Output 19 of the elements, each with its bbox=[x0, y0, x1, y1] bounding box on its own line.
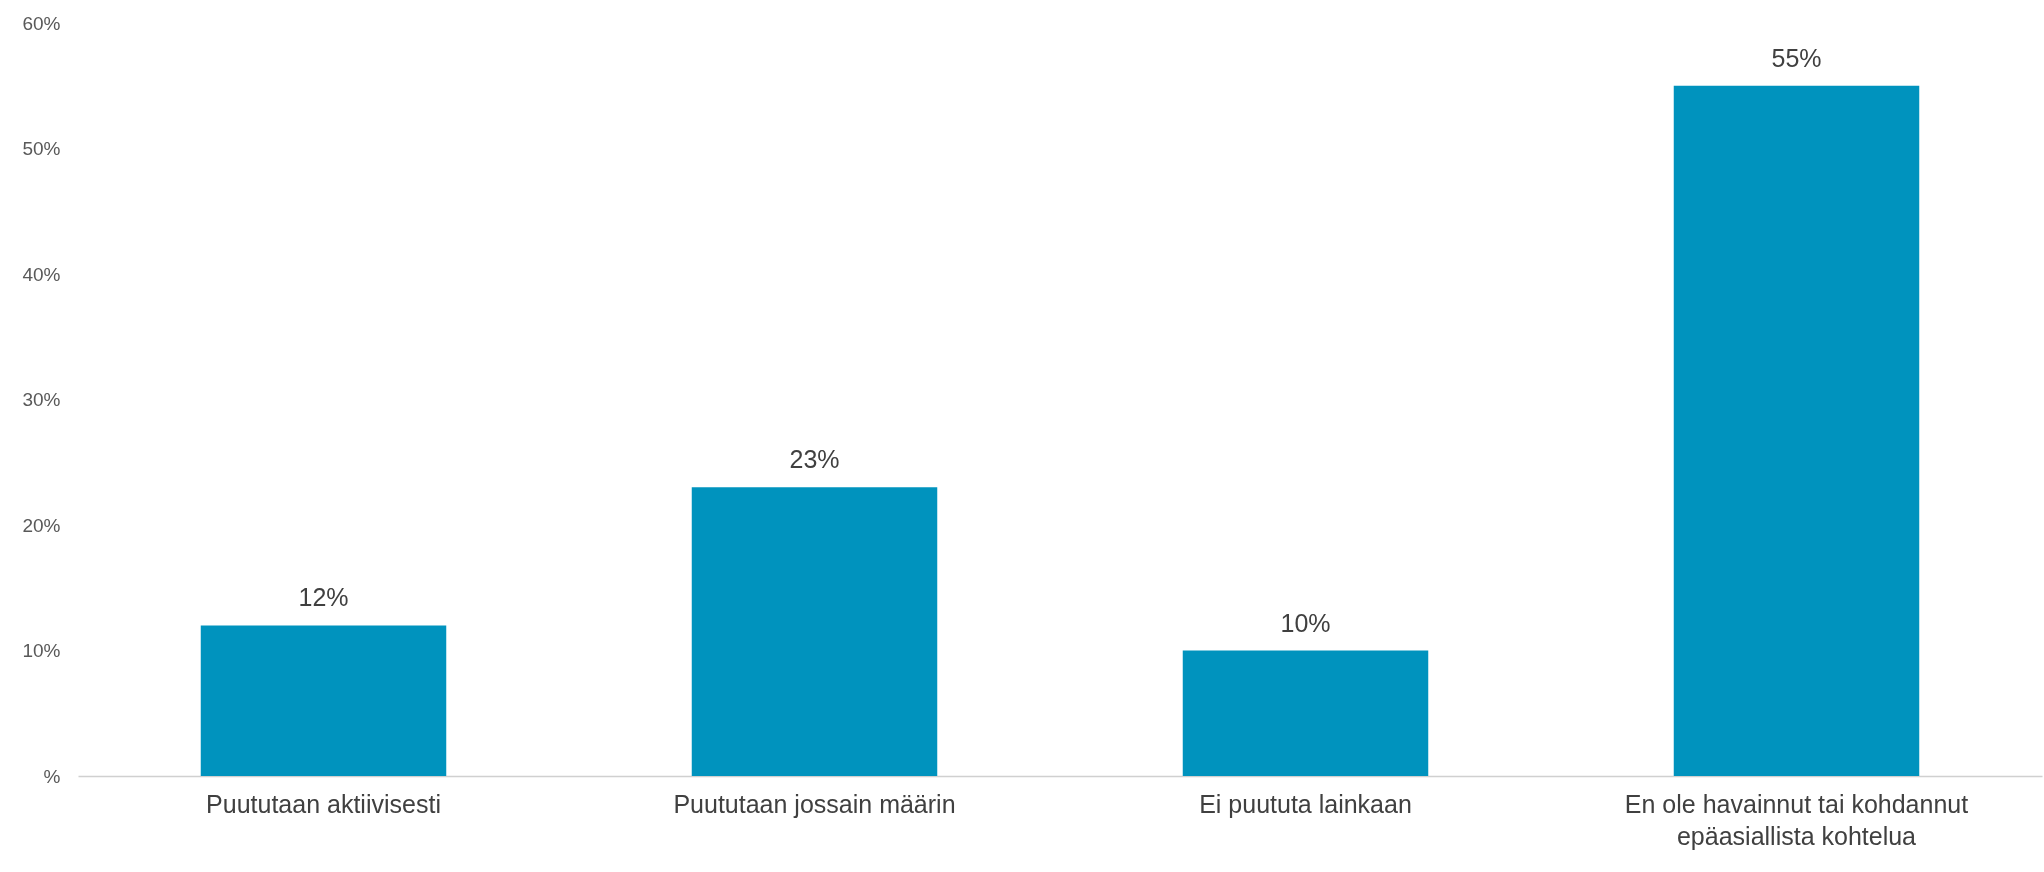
y-tick-label: 10% bbox=[22, 640, 61, 661]
y-tick-label: 60% bbox=[22, 12, 61, 34]
x-tick-label: Puututaan jossain määrin bbox=[673, 789, 956, 818]
data-label: 23% bbox=[789, 445, 840, 474]
y-tick-label: % bbox=[43, 765, 61, 787]
x-tick-label: En ole havainnut tai kohdannut epäasiallista kohtelua bbox=[1624, 789, 1969, 850]
data-label: 10% bbox=[1280, 608, 1331, 637]
data-label: 55% bbox=[1771, 43, 1822, 72]
y-tick-label: 30% bbox=[22, 389, 61, 410]
bar bbox=[1182, 650, 1429, 776]
y-tick-label: 50% bbox=[22, 138, 61, 159]
bar bbox=[1673, 85, 1920, 776]
data-label: 12% bbox=[298, 583, 349, 612]
x-tick-label: Ei puututa lainkaan bbox=[1199, 789, 1412, 818]
y-tick-label: 20% bbox=[22, 514, 61, 536]
bar bbox=[691, 487, 938, 776]
y-tick-label: 40% bbox=[22, 263, 61, 285]
x-tick-label: Puututaan aktiivisesti bbox=[206, 789, 441, 818]
bar bbox=[200, 625, 447, 776]
